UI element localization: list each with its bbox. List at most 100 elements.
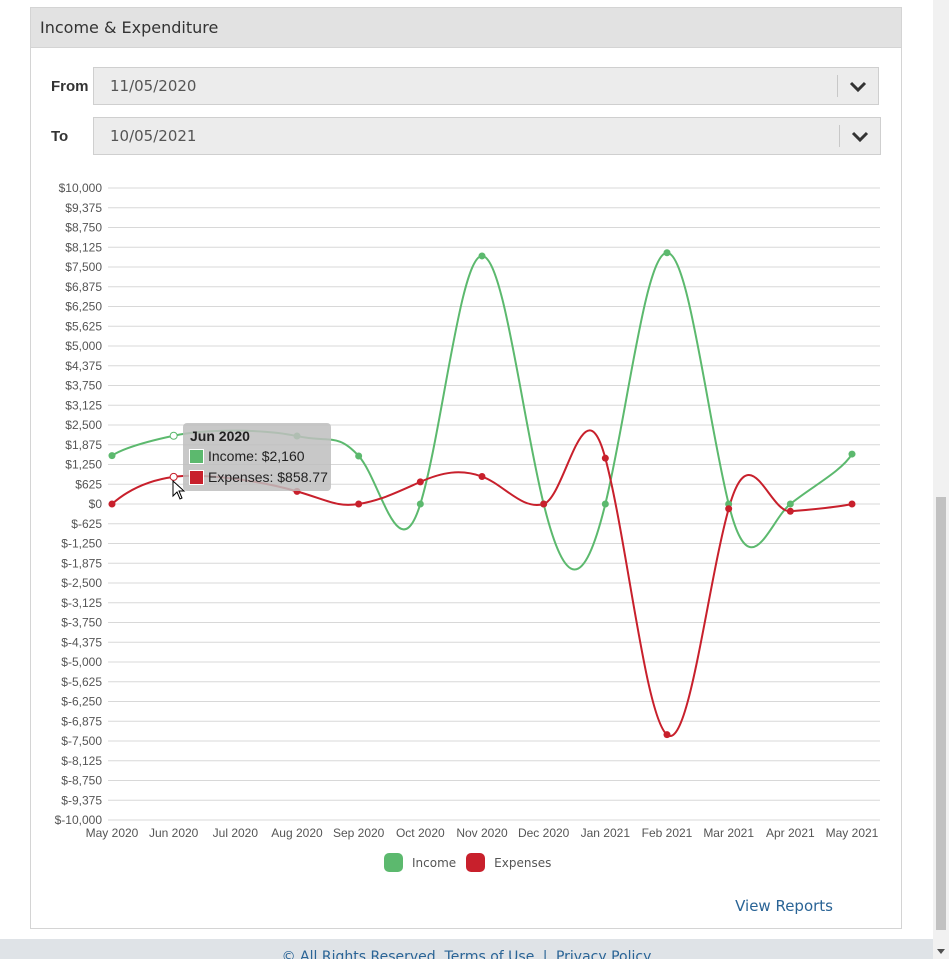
- scrollbar-thumb[interactable]: [936, 497, 946, 930]
- x-tick-label: Sep 2020: [333, 826, 385, 840]
- expenses-data-point: [786, 507, 794, 515]
- y-tick-label: $-3,125: [61, 596, 102, 610]
- mouse-cursor-icon: [172, 480, 186, 500]
- income-data-point: [848, 450, 856, 458]
- y-tick-label: $-3,750: [61, 616, 102, 630]
- x-tick-label: Nov 2020: [456, 826, 508, 840]
- legend-item-expenses[interactable]: Expenses: [466, 853, 551, 872]
- income-swatch: [189, 448, 204, 464]
- y-tick-label: $5,625: [65, 319, 102, 333]
- income-data-point: [169, 431, 178, 440]
- legend-income-label: Income: [412, 855, 457, 870]
- chart-legend: Income Expenses: [384, 853, 561, 872]
- income-data-point: [478, 252, 486, 260]
- y-tick-label: $6,875: [65, 280, 102, 294]
- income-data-point: [416, 500, 424, 508]
- tooltip-expenses-row: Expenses: $858.77: [189, 469, 328, 485]
- terms-link[interactable]: Terms of Use: [444, 949, 535, 959]
- y-tick-label: $7,500: [65, 260, 102, 274]
- y-tick-label: $-1,875: [61, 556, 102, 570]
- from-date-value: 11/05/2020: [110, 77, 197, 95]
- y-tick-label: $-5,625: [61, 675, 102, 689]
- x-tick-label: Jan 2021: [581, 826, 631, 840]
- chevron-down-icon[interactable]: [848, 77, 868, 97]
- y-tick-label: $-8,750: [61, 774, 102, 788]
- x-tick-label: Mar 2021: [703, 826, 754, 840]
- y-tick-label: $-6,875: [61, 714, 102, 728]
- y-tick-label: $2,500: [65, 418, 102, 432]
- select-divider: [839, 125, 840, 147]
- select-divider: [837, 75, 838, 97]
- page-footer: © All Rights Reserved. Terms of Use | Pr…: [0, 939, 933, 959]
- y-tick-label: $-1,250: [61, 537, 102, 551]
- expenses-data-point: [725, 505, 733, 513]
- income-data-point: [108, 452, 116, 460]
- tooltip-income-text: Income: $2,160: [208, 448, 305, 464]
- x-tick-label: Jul 2020: [213, 826, 259, 840]
- expenses-data-point: [355, 500, 363, 508]
- from-row: From 11/05/2020: [51, 67, 879, 105]
- y-tick-label: $6,250: [65, 300, 102, 314]
- legend-item-income[interactable]: Income: [384, 853, 456, 872]
- to-date-select[interactable]: 10/05/2021: [93, 117, 881, 155]
- to-row: To 10/05/2021: [51, 117, 881, 155]
- x-tick-label: May 2020: [86, 826, 139, 840]
- income-series-line: [111, 251, 853, 571]
- expenses-swatch: [466, 853, 486, 872]
- y-tick-label: $5,000: [65, 339, 102, 353]
- x-tick-label: May 2021: [826, 826, 879, 840]
- income-data-point: [601, 500, 609, 508]
- legend-expenses-label: Expenses: [494, 855, 552, 870]
- expenses-data-point: [169, 472, 178, 481]
- y-tick-label: $-9,375: [61, 793, 102, 807]
- y-tick-label: $3,125: [65, 398, 102, 412]
- panel-title: Income & Expenditure: [31, 8, 901, 48]
- income-data-point: [355, 452, 363, 460]
- y-tick-label: $-6,250: [61, 695, 102, 709]
- x-tick-label: Oct 2020: [396, 826, 445, 840]
- expenses-data-point: [663, 731, 671, 739]
- y-tick-label: $-5,000: [61, 655, 102, 669]
- expenses-data-point: [108, 500, 116, 508]
- view-reports-link[interactable]: View Reports: [735, 897, 833, 915]
- y-tick-label: $10,000: [59, 181, 103, 195]
- footer-rights: © All Rights Reserved.: [281, 949, 441, 959]
- footer-separator: |: [542, 949, 548, 959]
- expenses-data-point: [848, 500, 856, 508]
- to-date-value: 10/05/2021: [110, 127, 197, 145]
- y-tick-label: $-10,000: [55, 813, 103, 827]
- x-tick-label: Dec 2020: [518, 826, 570, 840]
- x-tick-label: Apr 2021: [766, 826, 815, 840]
- expenses-data-point: [416, 478, 424, 486]
- x-tick-label: Jun 2020: [149, 826, 199, 840]
- chevron-down-icon[interactable]: [850, 127, 870, 147]
- income-expenditure-panel: Income & Expenditure From 11/05/2020 To …: [30, 7, 902, 929]
- y-tick-label: $0: [89, 497, 103, 511]
- y-tick-label: $-7,500: [61, 734, 102, 748]
- chart-tooltip: Jun 2020 Income: $2,160 Expenses: $858.7…: [183, 423, 331, 491]
- privacy-link[interactable]: Privacy Policy: [555, 949, 652, 959]
- scrollbar[interactable]: [933, 0, 949, 959]
- expenses-data-point: [601, 454, 609, 462]
- income-swatch: [384, 853, 403, 872]
- from-date-select[interactable]: 11/05/2020: [93, 67, 879, 105]
- tooltip-title: Jun 2020: [190, 428, 250, 444]
- income-expenditure-chart: $10,000 $9,375 $8,750 $8,125 $7,500 $6,875 $6,…: [55, 181, 880, 840]
- y-tick-label: $4,375: [65, 359, 102, 373]
- y-tick-label: $1,250: [65, 458, 102, 472]
- x-tick-label: Feb 2021: [642, 826, 693, 840]
- y-tick-label: $9,375: [65, 201, 102, 215]
- x-tick-label: Aug 2020: [271, 826, 323, 840]
- y-tick-label: $1,875: [65, 438, 102, 452]
- income-data-point: [663, 249, 671, 257]
- expenses-swatch: [189, 469, 204, 485]
- from-label: From: [51, 77, 89, 95]
- y-tick-label: $-2,500: [61, 576, 102, 590]
- y-tick-label: $-8,125: [61, 754, 102, 768]
- y-tick-label: $8,125: [65, 240, 102, 254]
- y-tick-label: $-4,375: [61, 635, 102, 649]
- tooltip-expenses-text: Expenses: $858.77: [208, 469, 328, 485]
- y-tick-label: $3,750: [65, 379, 102, 393]
- scroll-down-icon[interactable]: [937, 949, 945, 954]
- expenses-data-point: [478, 473, 486, 481]
